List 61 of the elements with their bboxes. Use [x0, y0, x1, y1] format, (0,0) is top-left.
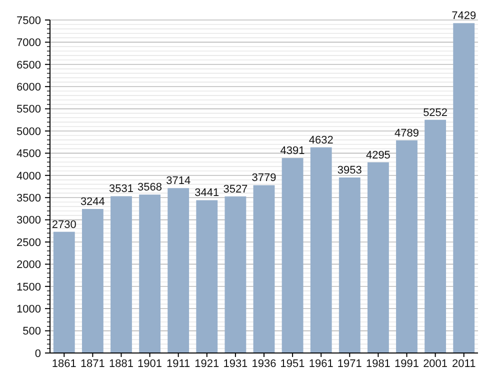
data-label: 2730: [52, 218, 76, 231]
x-tick-label: 1981: [366, 358, 390, 370]
x-tick-label: 1871: [80, 358, 105, 370]
data-label: 3714: [166, 175, 191, 188]
y-tick-label: 5000: [16, 126, 41, 138]
x-tick-label: 1936: [252, 358, 276, 370]
data-label: 3441: [194, 187, 220, 200]
y-tick-label: 1000: [16, 303, 41, 316]
data-label: 4789: [394, 127, 420, 140]
y-tick-label: 3000: [16, 214, 41, 227]
data-label: 3953: [337, 164, 362, 176]
y-tick-label: 0: [34, 348, 41, 360]
y-tick-label: 2500: [16, 236, 41, 249]
y-tick-label: 7500: [16, 14, 41, 27]
y-tick-label: 500: [22, 326, 41, 338]
y-tick-label: 5500: [16, 104, 41, 116]
bar: [282, 158, 304, 353]
x-tick-label: 2011: [452, 358, 476, 370]
bar: [224, 196, 246, 353]
bar: [110, 196, 132, 353]
bar: [53, 232, 75, 353]
data-label: 3244: [80, 196, 105, 208]
bar: [424, 120, 446, 353]
y-tick-label: 6500: [16, 59, 41, 72]
y-tick-label: 3500: [16, 192, 41, 204]
bar: [310, 147, 332, 353]
x-tick-label: 1971: [337, 358, 362, 370]
data-label: 3568: [138, 182, 162, 194]
y-tick-label: 2000: [16, 259, 41, 272]
data-label: 4391: [280, 145, 305, 158]
data-label: 3527: [223, 183, 248, 196]
y-tick-label: 7000: [16, 37, 41, 50]
x-tick-label: 2001: [423, 358, 448, 370]
data-label: 3779: [252, 172, 276, 184]
bar: [253, 185, 275, 353]
data-label: 5252: [423, 106, 448, 119]
x-tick-label: 1911: [166, 358, 190, 370]
bar: [453, 23, 475, 353]
bar: [396, 140, 418, 353]
x-tick-label: 1991: [394, 358, 420, 370]
y-tick-label: 6000: [16, 81, 41, 94]
x-tick-label: 1961: [308, 358, 334, 370]
x-tick-label: 1921: [194, 358, 220, 370]
x-tick-label: 1951: [280, 358, 305, 370]
bar: [139, 194, 160, 353]
x-tick-label: 1901: [138, 358, 162, 370]
bar: [82, 208, 104, 353]
data-label: 3531: [108, 183, 134, 196]
bar: [196, 200, 218, 353]
x-tick-label: 1861: [52, 358, 76, 370]
y-tick-label: 4500: [16, 148, 41, 160]
bar: [368, 162, 389, 353]
data-label: 4632: [308, 134, 334, 146]
data-label: 4295: [366, 149, 390, 162]
data-label: 7429: [452, 10, 476, 22]
x-tick-label: 1931: [223, 358, 248, 370]
y-tick-label: 4000: [16, 170, 41, 182]
bar: [168, 188, 190, 353]
bar: [338, 177, 360, 353]
x-tick-label: 1881: [108, 358, 134, 370]
y-tick-label: 1500: [16, 281, 41, 294]
